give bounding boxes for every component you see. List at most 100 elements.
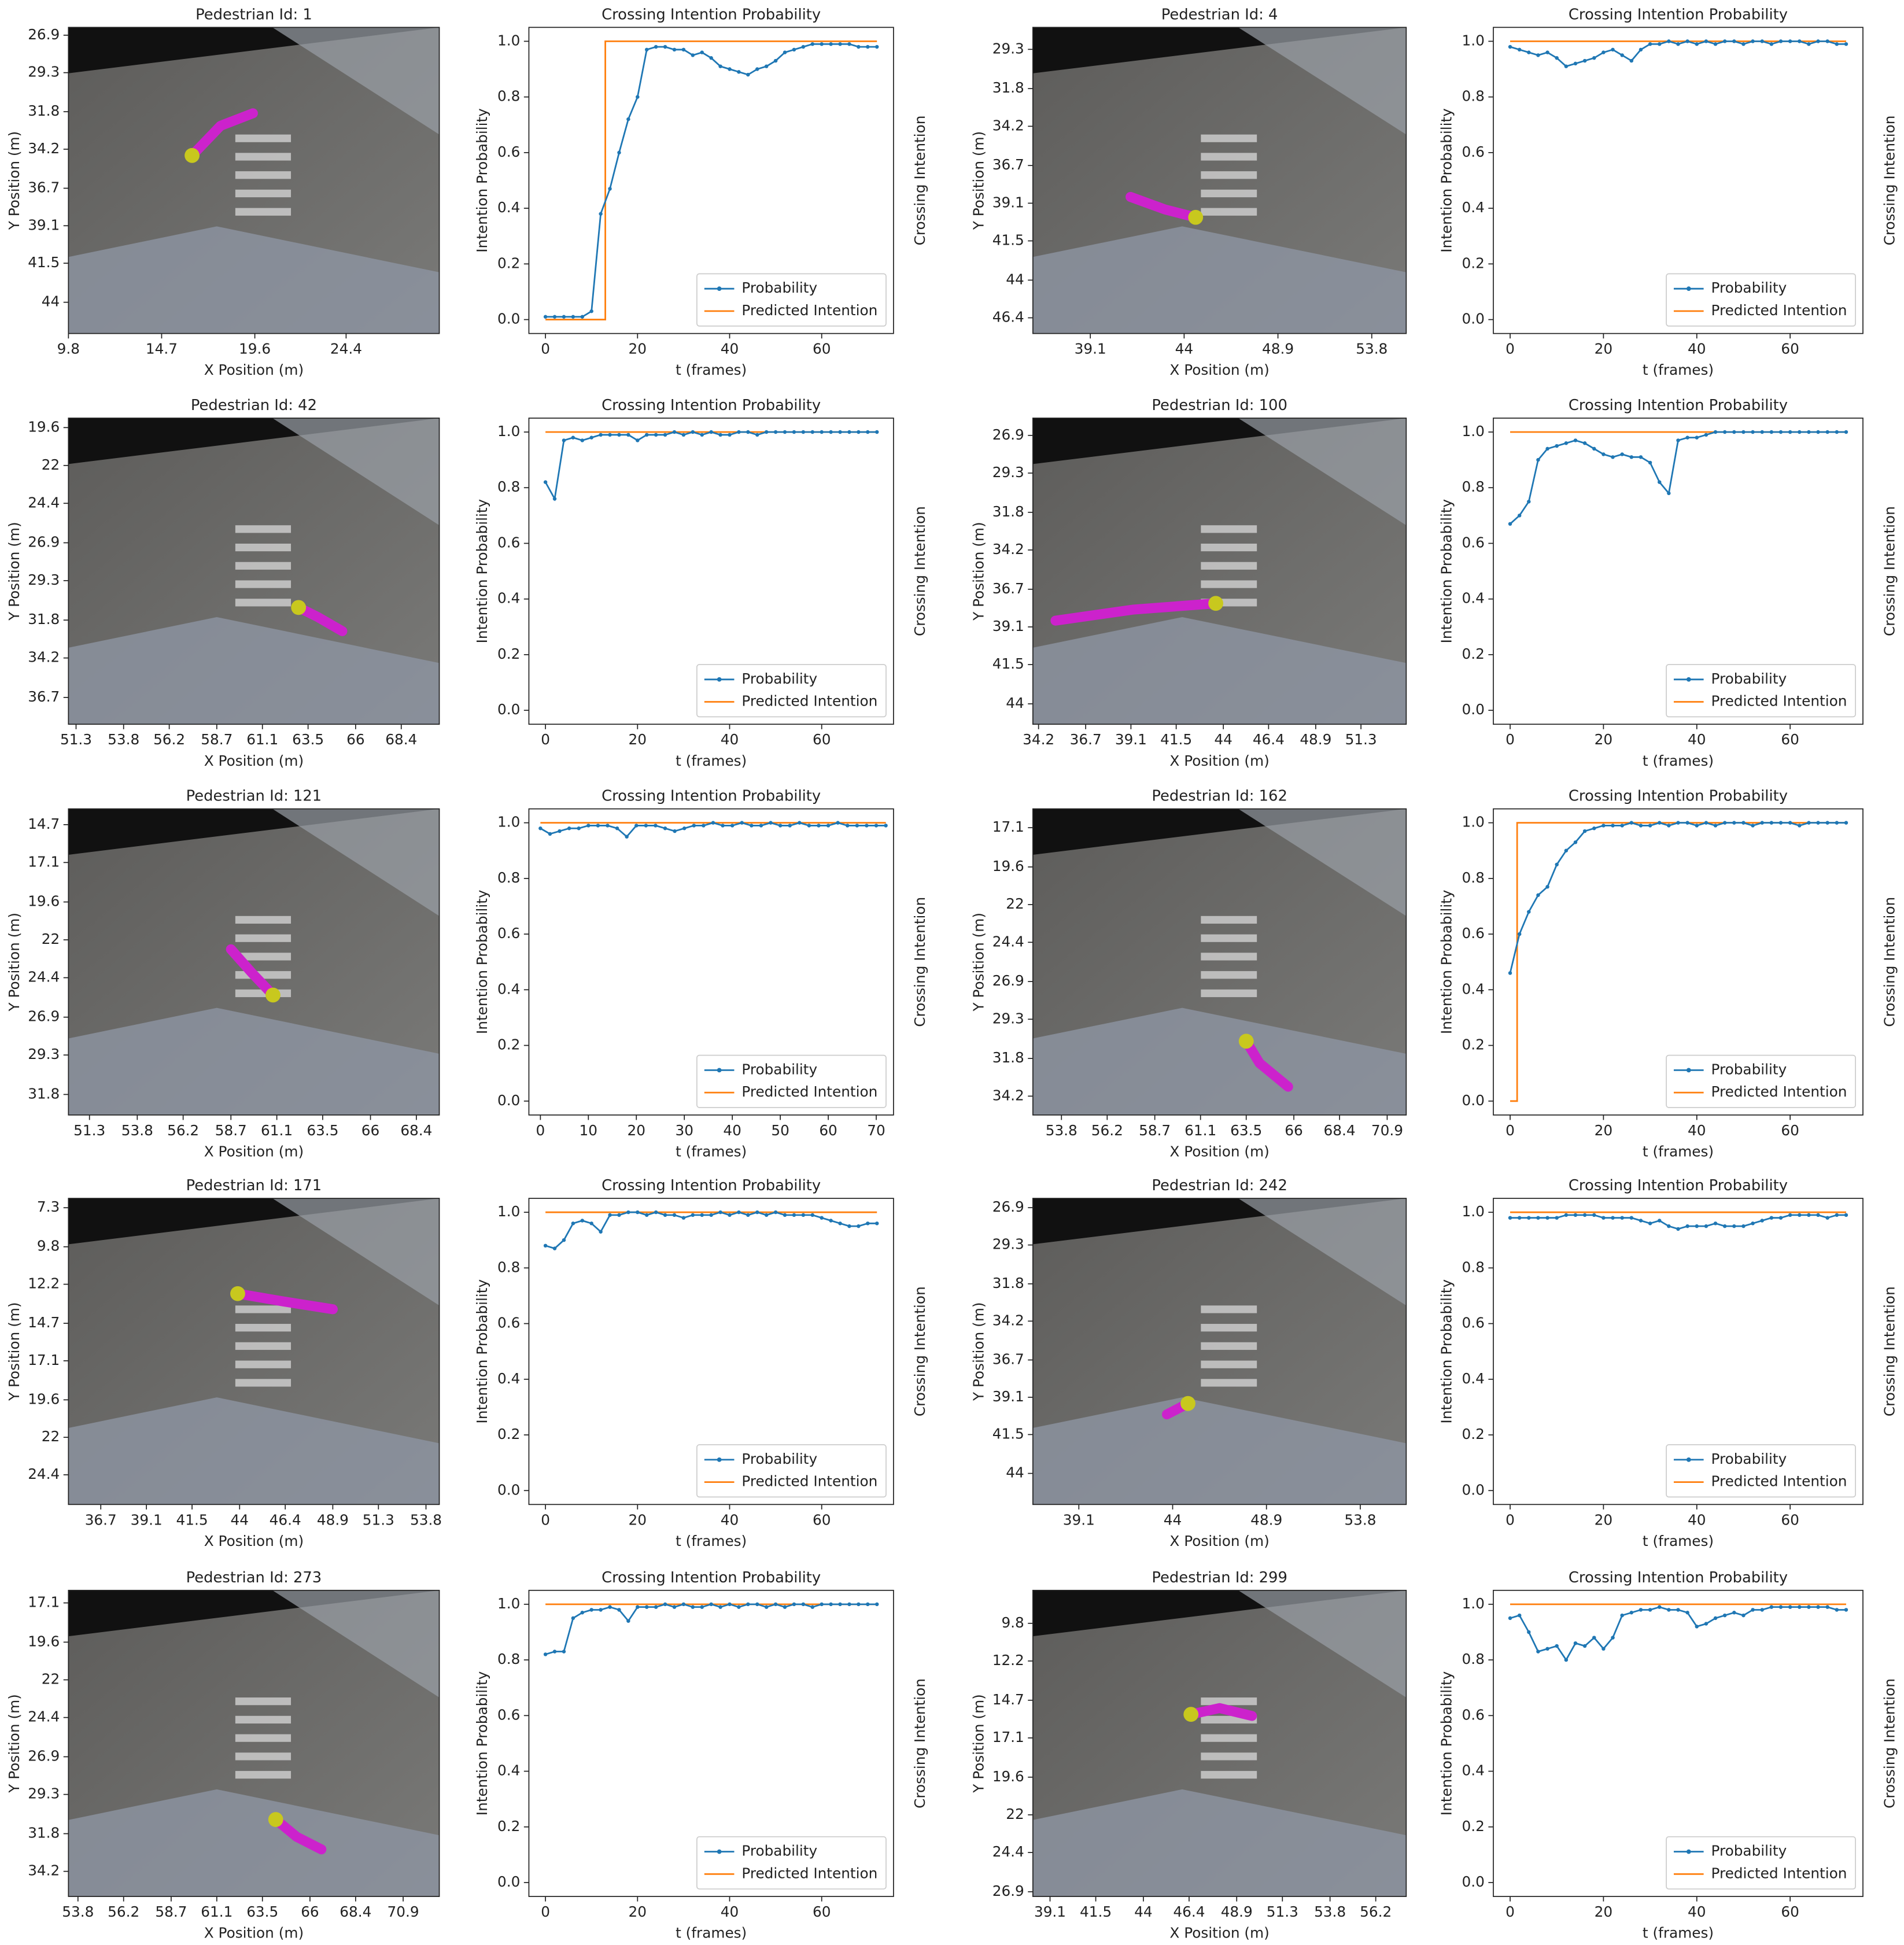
point	[1545, 885, 1549, 889]
point	[746, 430, 750, 434]
axes-frame	[528, 1198, 894, 1505]
point	[1517, 47, 1522, 52]
y-tick-label: 19.6	[28, 893, 60, 910]
y2-axis-label: Crossing Intention	[912, 116, 928, 246]
point	[1760, 430, 1764, 434]
x-tick-label: 44	[1175, 341, 1193, 357]
crosswalk-stripe	[235, 208, 291, 216]
point	[1788, 1605, 1792, 1609]
legend-box	[696, 664, 887, 718]
x-tick-label: 0	[1506, 341, 1515, 357]
x-tick-label: 0	[1506, 731, 1515, 748]
aerial-image	[68, 418, 440, 725]
point	[836, 821, 840, 825]
x-tick-label: 60	[1781, 1122, 1799, 1139]
y-tick-label: 19.6	[28, 418, 60, 435]
point	[1751, 430, 1755, 434]
y-tick-label: 0.4	[1462, 590, 1485, 607]
point	[538, 826, 543, 831]
y-tick-label: 0.4	[1462, 1762, 1485, 1779]
panel-title: Crossing Intention Probability	[602, 1569, 821, 1586]
y-tick-label: 22	[42, 931, 60, 947]
x-tick-label: 39.1	[1075, 341, 1106, 357]
legend-label: Predicted Intention	[1711, 1865, 1847, 1881]
y-tick-label: 0.6	[497, 925, 520, 942]
y-tick-label: 34.2	[28, 140, 60, 157]
crosswalk-stripe	[235, 1734, 291, 1742]
crosswalk-stripe	[235, 599, 291, 607]
point	[654, 824, 658, 828]
crosswalk-stripe	[1201, 971, 1257, 979]
point	[702, 824, 706, 828]
y-tick-label: 0.4	[1462, 199, 1485, 216]
x-axis-label: t (frames)	[1643, 1925, 1714, 1942]
y-tick-label: 7.3	[37, 1198, 60, 1215]
aerial-image	[68, 27, 440, 334]
point	[1620, 824, 1624, 828]
point	[829, 430, 833, 434]
point	[1807, 42, 1811, 46]
point	[617, 150, 621, 155]
y-tick-label: 0.0	[1462, 1873, 1485, 1890]
point	[681, 433, 686, 437]
point	[700, 1605, 704, 1609]
y-tick-label: 0.0	[497, 1873, 520, 1890]
panel-title: Pedestrian Id: 273	[186, 1569, 322, 1586]
point	[1788, 39, 1792, 43]
point	[746, 72, 750, 77]
point	[577, 826, 581, 831]
point	[1667, 1608, 1671, 1612]
point	[636, 1210, 640, 1215]
x-tick-label: 46.4	[270, 1511, 301, 1528]
point	[1527, 1630, 1531, 1634]
x-tick-label: 63.5	[1230, 1122, 1262, 1139]
point	[1704, 433, 1709, 437]
y-tick-label: 46.4	[992, 308, 1024, 325]
x-tick-label: 56.2	[167, 1122, 199, 1139]
x-tick-label: 53.8	[410, 1511, 442, 1528]
axes-frame	[1032, 1198, 1407, 1505]
x-tick-label: 40	[721, 1903, 739, 1920]
x-tick-label: 36.7	[85, 1511, 117, 1528]
legend-marker	[717, 1068, 722, 1073]
trajectory	[1126, 191, 1201, 223]
point	[644, 433, 649, 437]
point	[552, 497, 557, 501]
point	[1657, 480, 1662, 484]
point	[1722, 1613, 1727, 1618]
point	[857, 45, 861, 49]
point	[1676, 42, 1680, 46]
point	[1825, 430, 1829, 434]
point	[1620, 452, 1624, 456]
point	[1573, 1641, 1578, 1645]
point	[1517, 514, 1522, 518]
y-tick-label: 17.1	[28, 1593, 60, 1610]
point	[580, 1219, 585, 1223]
legend-box	[696, 1054, 887, 1108]
point	[783, 1213, 787, 1217]
point	[1629, 821, 1634, 825]
legend-marker	[717, 1457, 722, 1462]
point	[829, 1219, 833, 1223]
y-tick-label: 41.5	[28, 254, 60, 271]
point	[1844, 1213, 1848, 1217]
y-tick-label: 36.7	[28, 688, 60, 705]
y-tick-label: 31.8	[992, 79, 1024, 96]
point	[1573, 61, 1578, 66]
panel-title: Crossing Intention Probability	[1569, 397, 1788, 414]
point	[682, 826, 687, 831]
point	[874, 1221, 879, 1226]
point	[773, 1602, 778, 1607]
point	[718, 433, 722, 437]
y-tick-label: 0.2	[497, 1036, 520, 1053]
x-tick-label: 53.8	[1344, 1511, 1376, 1528]
y-tick-label: 26.9	[992, 1883, 1024, 1899]
crosswalk-stripe	[1201, 1360, 1257, 1368]
y-axis-label: Y Position (m)	[970, 1694, 987, 1793]
point	[1667, 824, 1671, 828]
legend-label: Predicted Intention	[741, 693, 877, 710]
crosswalk-stripe	[235, 934, 291, 942]
point	[847, 42, 851, 46]
crosswalk-stripe	[1201, 1697, 1257, 1706]
point	[1629, 1611, 1634, 1615]
